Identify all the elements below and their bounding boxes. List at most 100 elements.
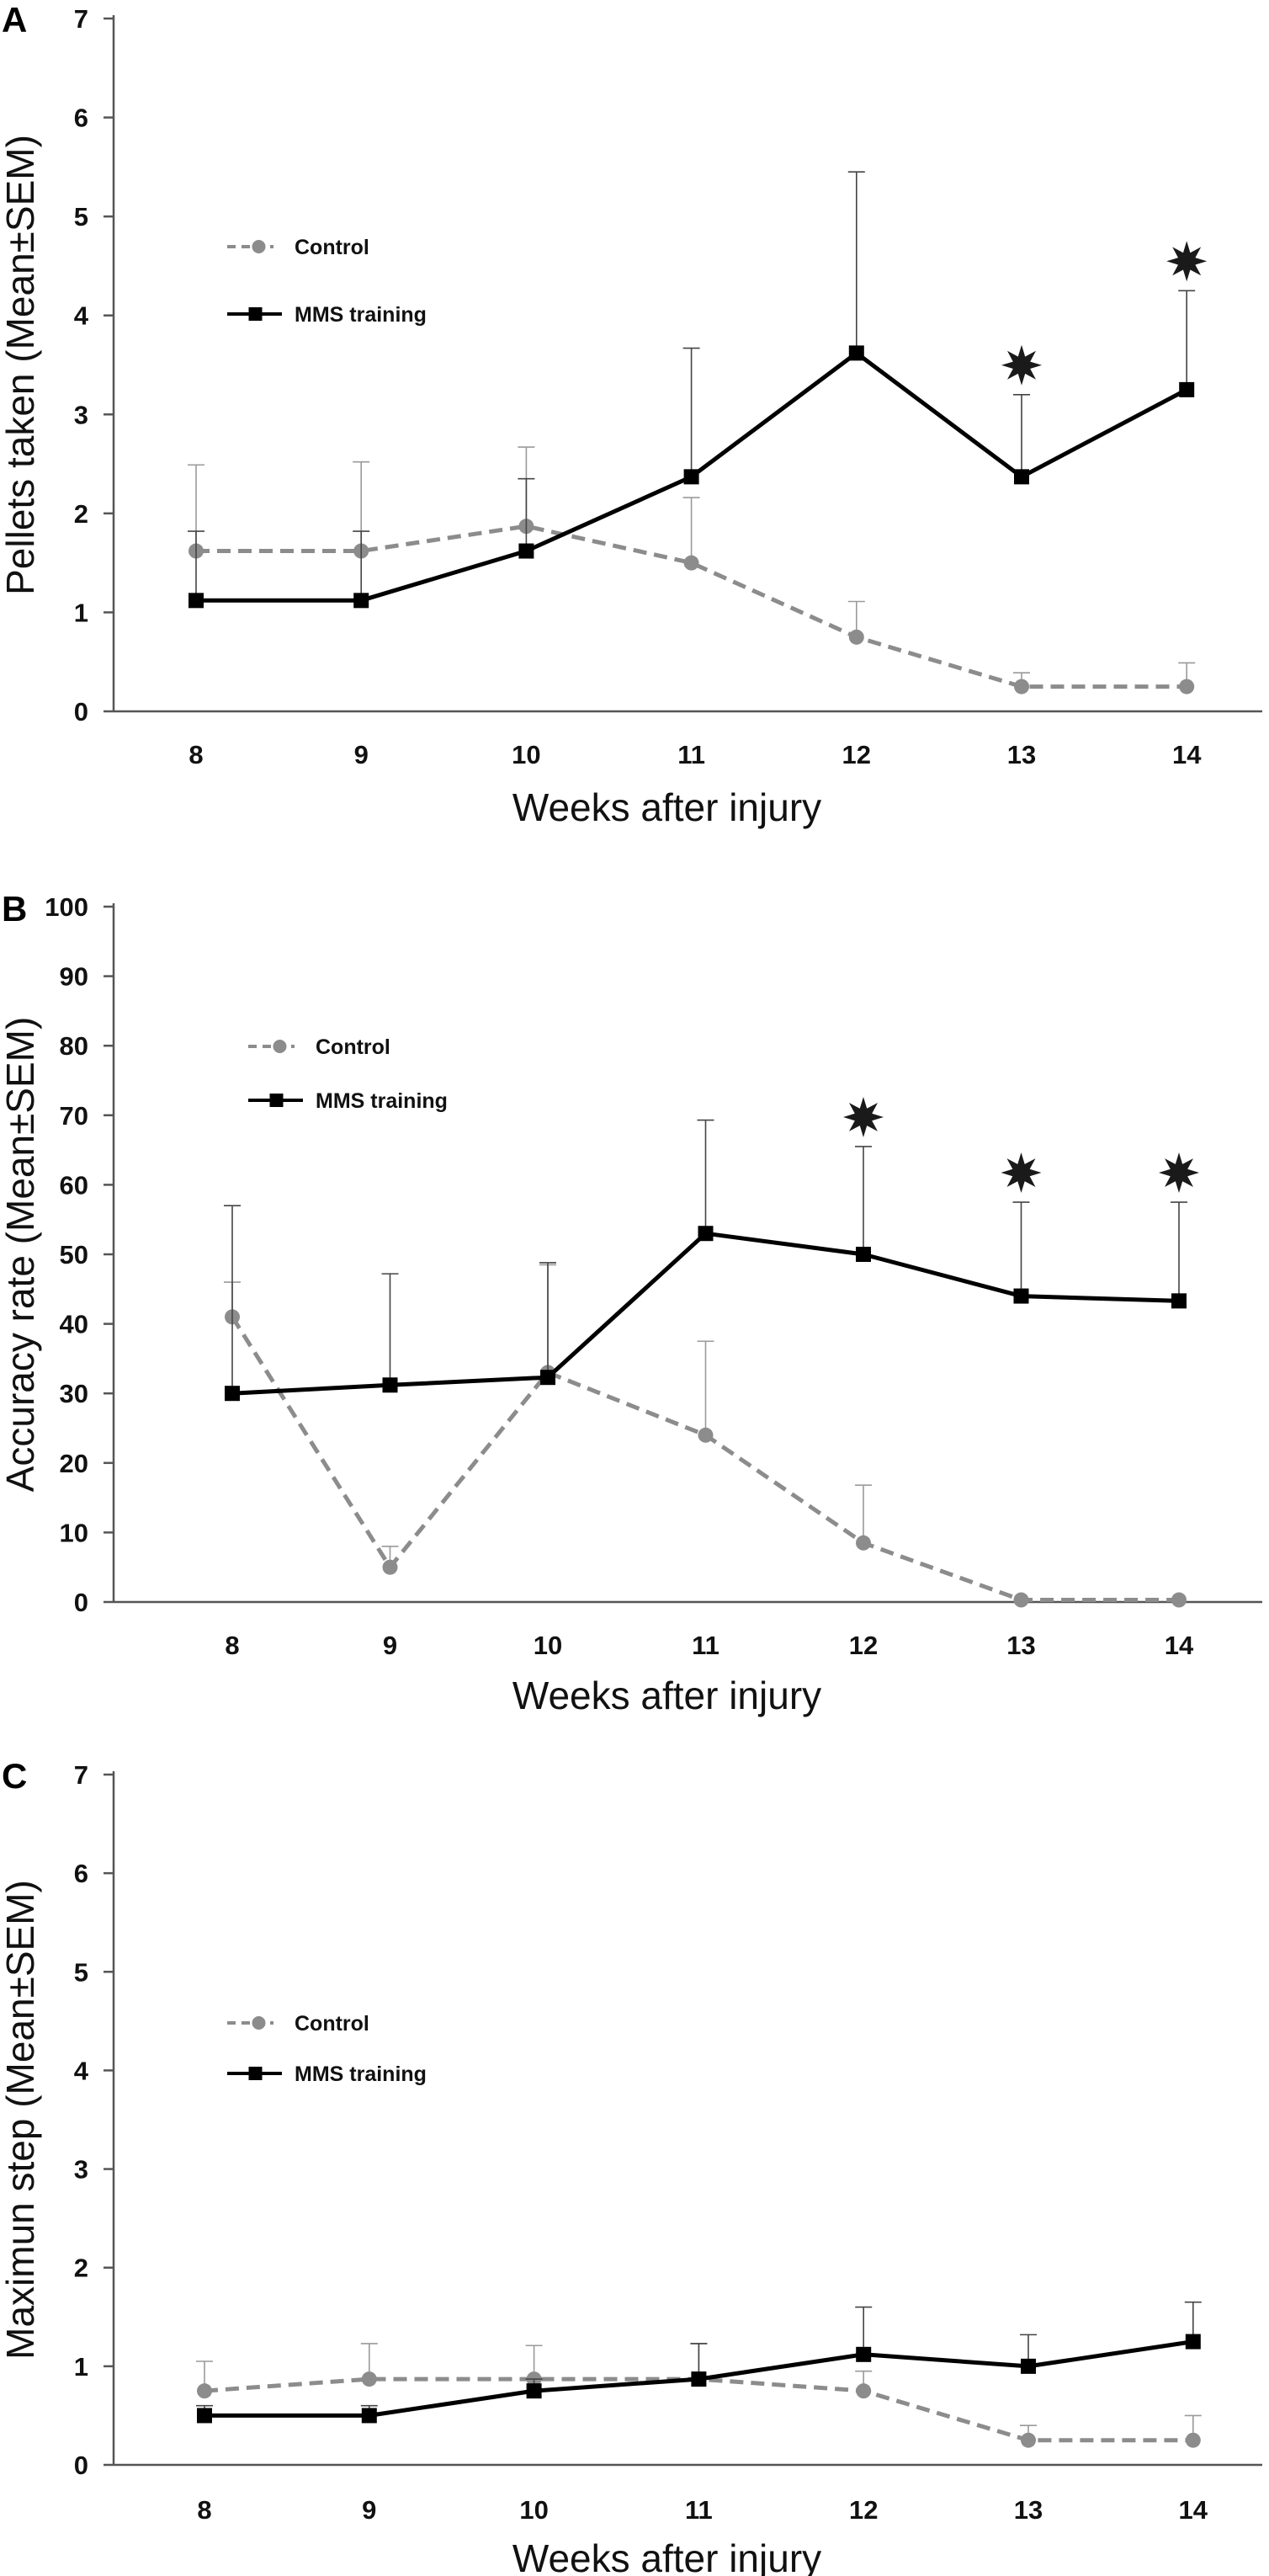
x-axis-title: Weeks after injury: [512, 2536, 821, 2576]
panel-letter: C: [2, 1756, 27, 1796]
y-tick-label: 7: [74, 1760, 88, 1790]
y-tick-label: 30: [60, 1379, 88, 1408]
legend-marker-control: [252, 2016, 266, 2030]
data-point: [856, 1535, 871, 1551]
data-point: [1179, 679, 1195, 695]
data-point: [698, 1226, 714, 1242]
data-point: [353, 593, 369, 609]
legend: Control MMS training: [227, 2012, 427, 2086]
data-point: [1171, 1293, 1187, 1309]
chart-panel-B: B 0 10 20 30 40 50 60 70 80 90 100 8 9 10 11 12 13 14 Weeks…: [0, 889, 1262, 1717]
legend-label-mms: MMS training: [295, 2062, 427, 2086]
x-axis-title: Weeks after injury: [512, 785, 821, 829]
data-point: [1021, 2358, 1036, 2374]
y-tick-label: 70: [60, 1101, 88, 1131]
y-tick-label: 40: [60, 1310, 88, 1339]
y-tick-label: 1: [74, 2352, 88, 2382]
y-tick-label: 80: [60, 1031, 88, 1061]
data-point: [848, 629, 864, 645]
y-tick-label: 0: [74, 1588, 88, 1617]
y-tick-label: 1: [74, 598, 88, 627]
data-point: [683, 555, 699, 571]
data-point: [856, 2383, 872, 2399]
data-point: [1021, 2432, 1036, 2448]
x-tick-label: 13: [1007, 740, 1036, 769]
y-tick-label: 10: [60, 1518, 88, 1547]
series-control: [188, 446, 1196, 695]
data-point: [1185, 2334, 1201, 2350]
data-point: [361, 2371, 377, 2387]
x-tick-label: 14: [1179, 2495, 1208, 2525]
y-tick-label: 60: [60, 1170, 88, 1200]
x-tick-label: 8: [188, 740, 203, 769]
legend-label-control: Control: [316, 1035, 390, 1059]
data-point: [197, 2383, 212, 2399]
data-point: [691, 2371, 707, 2387]
data-point: [848, 345, 864, 361]
data-point: [1014, 679, 1029, 695]
y-axis-title: Pellets taken (Mean±SEM): [0, 135, 42, 595]
significance-star: [1001, 1152, 1042, 1193]
x-tick-label: 11: [677, 740, 705, 769]
x-axis-title: Weeks after injury: [512, 1674, 821, 1717]
y-tick-label: 3: [74, 400, 88, 429]
x-tick-label: 14: [1165, 1631, 1194, 1660]
y-tick-label: 2: [74, 499, 88, 529]
legend-marker-mms: [248, 307, 263, 321]
data-point: [526, 2383, 542, 2399]
significance-star: [843, 1097, 884, 1137]
y-tick-label: 2: [74, 2254, 88, 2283]
x-tick-label: 10: [519, 2495, 548, 2525]
legend: Control MMS training: [227, 236, 427, 327]
data-point: [683, 469, 699, 485]
data-point: [197, 2408, 212, 2424]
data-point: [1013, 1592, 1029, 1608]
data-point: [1171, 1592, 1187, 1608]
y-tick-label: 4: [74, 2056, 89, 2085]
x-tick-label: 9: [362, 2495, 376, 2525]
series-mms-training: [224, 1119, 1187, 1402]
y-axis-title: Accuracy rate (Mean±SEM): [0, 1017, 42, 1493]
x-tick-label: 12: [849, 2495, 878, 2525]
x-tick-label: 13: [1014, 2495, 1043, 2525]
significance-star: [1166, 241, 1208, 282]
legend-marker-control: [273, 1040, 287, 1053]
data-point: [518, 543, 534, 559]
y-tick-label: 0: [74, 697, 88, 726]
significance-star: [1159, 1152, 1199, 1193]
data-point: [188, 593, 204, 609]
x-tick-label: 12: [842, 740, 871, 769]
y-tick-label: 50: [60, 1240, 88, 1269]
legend: Control MMS training: [248, 1035, 448, 1113]
y-tick-label: 0: [74, 2451, 88, 2480]
y-tick-label: 100: [45, 892, 88, 922]
y-axis-title: Maximun step (Mean±SEM): [0, 1880, 42, 2360]
legend-marker-mms: [269, 1094, 284, 1107]
data-point: [382, 1377, 398, 1393]
x-tick-label: 9: [383, 1631, 397, 1660]
x-tick-label: 10: [512, 740, 540, 769]
data-point: [225, 1386, 240, 1402]
legend-label-mms: MMS training: [295, 303, 427, 327]
legend-label-control: Control: [295, 2012, 369, 2036]
y-tick-label: 3: [74, 2155, 88, 2185]
x-tick-label: 11: [685, 2495, 713, 2525]
legend-marker-control: [252, 240, 266, 253]
x-tick-label: 11: [692, 1631, 719, 1660]
y-tick-label: 6: [74, 104, 88, 133]
panel-letter: B: [2, 889, 27, 929]
y-tick-label: 5: [74, 202, 88, 232]
data-point: [1014, 469, 1029, 485]
data-point: [856, 2346, 872, 2362]
x-tick-label: 9: [354, 740, 369, 769]
x-tick-label: 12: [849, 1631, 878, 1660]
data-point: [856, 1247, 871, 1262]
data-point: [1185, 2432, 1201, 2448]
legend-label-mms: MMS training: [316, 1089, 448, 1113]
series-mms-training: [188, 171, 1196, 609]
significance-star: [1001, 344, 1042, 386]
